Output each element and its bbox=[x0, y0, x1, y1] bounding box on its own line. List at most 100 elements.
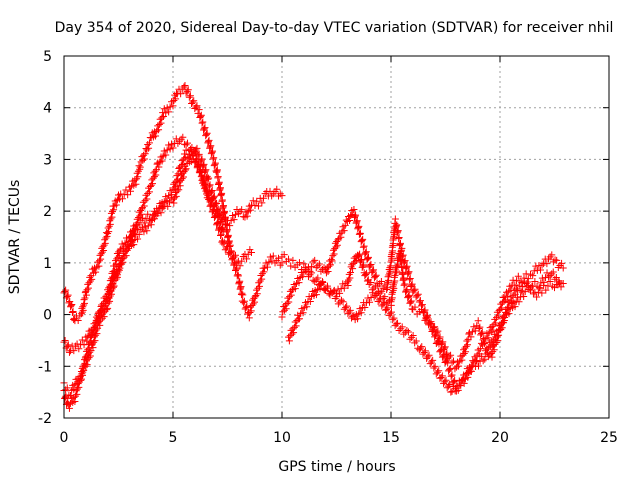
data-point bbox=[180, 155, 188, 163]
data-point bbox=[106, 220, 114, 228]
data-point bbox=[210, 192, 218, 200]
data-point bbox=[216, 184, 224, 192]
data-point bbox=[155, 121, 163, 129]
data-point bbox=[189, 98, 197, 106]
data-point bbox=[126, 187, 134, 195]
data-point bbox=[411, 285, 419, 293]
data-point bbox=[290, 329, 298, 337]
data-point bbox=[133, 221, 141, 229]
data-point bbox=[61, 287, 69, 295]
data-point bbox=[103, 306, 111, 314]
data-point bbox=[378, 287, 386, 295]
data-point bbox=[85, 354, 93, 362]
data-point bbox=[433, 329, 441, 337]
data-point bbox=[64, 291, 72, 299]
data-point bbox=[371, 273, 379, 281]
data-point bbox=[195, 150, 203, 158]
data-point bbox=[101, 239, 109, 247]
data-point bbox=[61, 393, 69, 401]
data-point bbox=[494, 332, 502, 340]
data-points bbox=[60, 81, 567, 412]
data-point bbox=[447, 388, 455, 396]
data-point bbox=[548, 270, 556, 278]
data-point bbox=[207, 201, 215, 209]
data-point bbox=[207, 142, 215, 150]
data-point bbox=[149, 180, 157, 188]
data-point bbox=[489, 341, 497, 349]
data-point bbox=[411, 303, 419, 311]
data-point bbox=[256, 277, 264, 285]
data-point bbox=[431, 332, 439, 340]
data-point bbox=[425, 351, 433, 359]
data-point bbox=[254, 202, 262, 210]
data-point bbox=[443, 356, 451, 364]
grid bbox=[63, 55, 610, 419]
data-point bbox=[455, 362, 463, 370]
data-point bbox=[311, 256, 319, 264]
data-point bbox=[478, 328, 486, 336]
data-point bbox=[214, 206, 222, 214]
data-point bbox=[467, 367, 475, 375]
data-point bbox=[286, 293, 294, 301]
data-point bbox=[212, 199, 220, 207]
data-point bbox=[240, 299, 248, 307]
data-point bbox=[203, 172, 211, 180]
data-point bbox=[476, 345, 484, 353]
data-point bbox=[172, 177, 180, 185]
series-track-7 bbox=[285, 268, 565, 396]
data-point bbox=[104, 229, 112, 237]
data-point bbox=[172, 192, 180, 200]
data-point bbox=[158, 114, 166, 122]
data-point bbox=[106, 217, 114, 225]
data-point bbox=[281, 306, 289, 314]
data-point bbox=[70, 347, 78, 355]
data-point bbox=[289, 256, 297, 264]
data-point bbox=[524, 278, 532, 286]
data-point bbox=[205, 174, 213, 182]
data-point bbox=[389, 316, 397, 324]
data-point bbox=[456, 382, 464, 390]
data-point bbox=[395, 327, 403, 335]
data-point bbox=[286, 332, 294, 340]
data-point bbox=[110, 206, 118, 214]
data-point bbox=[245, 314, 253, 322]
data-point bbox=[113, 273, 121, 281]
data-point bbox=[350, 205, 358, 213]
data-point bbox=[317, 267, 325, 275]
data-point bbox=[559, 264, 567, 272]
data-point bbox=[398, 244, 406, 252]
data-point bbox=[136, 163, 144, 171]
data-point bbox=[320, 286, 328, 294]
data-point bbox=[162, 109, 170, 117]
data-point bbox=[226, 222, 234, 230]
data-point bbox=[150, 215, 158, 223]
data-point bbox=[249, 300, 257, 308]
data-point bbox=[448, 371, 456, 379]
data-point bbox=[398, 323, 406, 331]
data-point bbox=[362, 270, 370, 278]
data-point bbox=[201, 167, 209, 175]
data-point bbox=[216, 211, 224, 219]
data-point bbox=[136, 212, 144, 220]
data-point bbox=[220, 238, 228, 246]
data-point bbox=[548, 251, 556, 259]
data-point bbox=[163, 104, 171, 112]
data-point bbox=[387, 308, 395, 316]
data-point bbox=[323, 282, 331, 290]
data-point bbox=[140, 151, 148, 159]
data-point bbox=[218, 189, 226, 197]
data-point bbox=[65, 348, 73, 356]
data-point bbox=[201, 124, 209, 132]
data-point bbox=[433, 338, 441, 346]
data-point bbox=[488, 322, 496, 330]
data-point bbox=[82, 291, 90, 299]
data-point bbox=[102, 234, 110, 242]
data-point bbox=[377, 277, 385, 285]
data-point bbox=[104, 304, 112, 312]
data-point bbox=[138, 224, 146, 232]
data-point bbox=[243, 302, 251, 310]
data-point bbox=[381, 293, 389, 301]
data-point bbox=[553, 256, 561, 264]
data-point bbox=[364, 255, 372, 263]
data-point bbox=[243, 212, 251, 220]
